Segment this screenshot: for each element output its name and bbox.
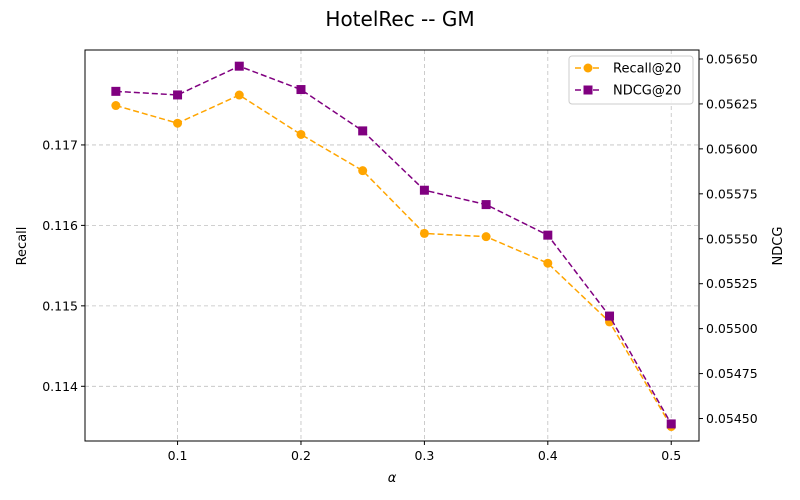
data-point-recall-20 <box>543 258 553 268</box>
data-point-ndcg-20 <box>481 200 491 210</box>
grid <box>85 50 699 441</box>
y-tick-label-right: 0.05550 <box>706 231 758 246</box>
y-tick-label-left: 0.114 <box>42 379 78 394</box>
plot-frame <box>84 49 700 442</box>
data-point-ndcg-20 <box>419 185 429 195</box>
legend-label-recall-20: Recall@20 <box>613 62 681 77</box>
data-point-ndcg-20 <box>111 86 121 96</box>
series-layer <box>111 61 676 432</box>
data-point-recall-20 <box>419 228 429 238</box>
y-tick-label-left: 0.115 <box>42 298 78 313</box>
data-point-recall-20 <box>481 232 491 242</box>
y-axis-left-label: Recall <box>15 227 30 266</box>
data-point-recall-20 <box>111 101 121 111</box>
y-tick-label-right: 0.05450 <box>706 411 758 426</box>
data-point-ndcg-20 <box>234 61 244 71</box>
x-tick-label: 0.2 <box>291 448 311 463</box>
legend-marker-recall-20 <box>583 63 593 73</box>
y-tick-label-right: 0.05650 <box>706 51 758 66</box>
legend-label-ndcg-20: NDCG@20 <box>613 84 681 99</box>
y-tick-label-right: 0.05525 <box>706 276 758 291</box>
data-point-ndcg-20 <box>173 90 183 100</box>
data-point-recall-20 <box>234 90 244 100</box>
y-axis-left: 0.114 0.115 0.116 0.117 <box>42 137 85 394</box>
data-point-recall-20 <box>296 129 306 139</box>
legend: Recall@20 NDCG@20 <box>568 55 694 105</box>
series-line-recall-20 <box>115 94 672 427</box>
y-tick-label-right: 0.05475 <box>706 366 758 381</box>
y-tick-label-left: 0.116 <box>42 218 78 233</box>
chart-title: HotelRec -- GM <box>325 7 474 31</box>
y-axis-right-label: NDCG <box>771 227 786 266</box>
y-tick-label-right: 0.05575 <box>706 186 758 201</box>
x-tick-label: 0.1 <box>168 448 188 463</box>
y-tick-label-right: 0.05600 <box>706 141 758 156</box>
y-tick-label-right: 0.05500 <box>706 321 758 336</box>
y-tick-label-left: 0.117 <box>42 137 78 152</box>
x-tick-label: 0.3 <box>414 448 434 463</box>
legend-marker-ndcg-20 <box>583 85 593 95</box>
data-point-ndcg-20 <box>666 419 676 429</box>
x-tick-label: 0.4 <box>538 448 558 463</box>
y-tick-label-right: 0.05625 <box>706 96 758 111</box>
x-tick-label: 0.5 <box>661 448 681 463</box>
data-point-ndcg-20 <box>605 311 615 321</box>
data-point-recall-20 <box>358 166 368 176</box>
data-point-ndcg-20 <box>296 85 306 95</box>
x-axis-label: α <box>388 471 397 486</box>
legend-box <box>568 55 694 105</box>
x-axis: 0.1 0.2 0.3 0.4 0.5 <box>168 441 681 463</box>
data-point-ndcg-20 <box>358 126 368 136</box>
data-point-ndcg-20 <box>543 230 553 240</box>
y-axis-right: 0.05450 0.05475 0.05500 0.05525 0.05550 0.055… <box>699 51 758 426</box>
data-point-recall-20 <box>173 118 183 128</box>
series-line-ndcg-20 <box>115 65 672 425</box>
